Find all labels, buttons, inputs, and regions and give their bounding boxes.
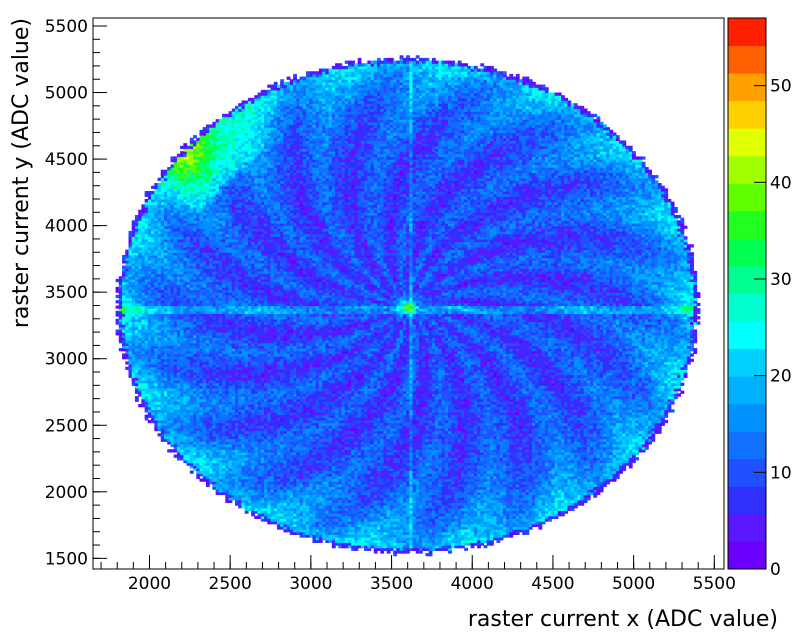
heatmap-cells [116,55,701,556]
